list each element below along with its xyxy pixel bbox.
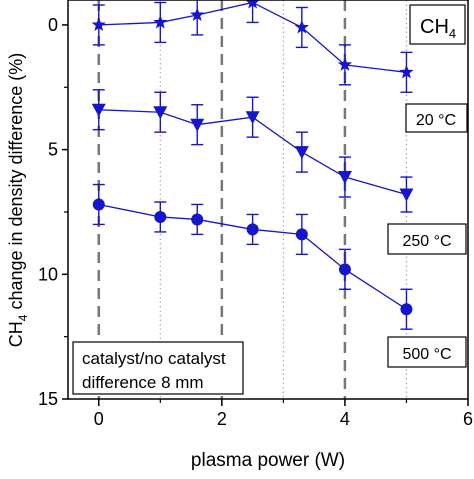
data-point (338, 263, 351, 276)
data-point (399, 64, 414, 79)
data-point (154, 210, 167, 223)
note-line-2: difference 8 mm (82, 373, 204, 392)
x-tick-label: 0 (94, 409, 104, 429)
data-point (91, 103, 106, 117)
data-point (92, 198, 105, 211)
y-tick-label: 10 (38, 264, 58, 284)
data-point (153, 106, 168, 120)
data-point (295, 228, 308, 241)
data-point (294, 19, 309, 34)
y-axis-title-main: CH (6, 321, 26, 347)
data-point (246, 223, 259, 236)
data-point (337, 171, 352, 185)
tag-box-20 (405, 103, 468, 133)
tag-box-500 (387, 336, 467, 368)
tag-label-20: 20 °C (416, 112, 456, 129)
series-triangle-down (91, 89, 414, 213)
species-label-sub: 4 (449, 26, 456, 41)
series-star (91, 0, 414, 93)
x-tick-label: 6 (463, 409, 473, 429)
note-box (72, 341, 244, 395)
tag-box-250 (387, 223, 467, 255)
tick-layer: 0 2 4 6 0 5 10 15 (38, 15, 473, 429)
data-point (153, 14, 168, 29)
data-point (91, 17, 106, 32)
data-point (245, 111, 260, 125)
x-axis-title: plasma power (W) (191, 450, 345, 471)
data-point (337, 57, 353, 71)
x-tick-label: 2 (217, 409, 227, 429)
data-point (190, 118, 205, 132)
data-point (190, 7, 205, 22)
y-tick-label: 5 (48, 140, 58, 160)
series-layer (91, 0, 414, 330)
note-line-1: catalyst/no catalyst (82, 349, 226, 368)
tag-label-500: 500 °C (402, 346, 451, 363)
tag-label-250: 250 °C (402, 233, 451, 250)
y-axis-title-sub: 4 (16, 314, 30, 321)
y-tick-label: 15 (38, 389, 58, 409)
series-circle (92, 183, 413, 330)
y-axis-title: CH4 change in density difference (%) (6, 53, 30, 348)
data-point (245, 0, 260, 9)
species-label-main: CH (420, 16, 449, 38)
plot-frame (67, 0, 469, 400)
data-point (399, 188, 414, 202)
data-point (294, 146, 309, 160)
x-tick-label: 4 (340, 409, 350, 429)
data-point (400, 303, 413, 316)
species-label: CH4 (420, 16, 456, 41)
data-point (191, 213, 204, 226)
species-label-box (409, 4, 466, 45)
y-axis-title-rest: change in density difference (%) (6, 53, 26, 315)
y-tick-label: 0 (48, 15, 58, 35)
grid-layer (97, 0, 408, 399)
